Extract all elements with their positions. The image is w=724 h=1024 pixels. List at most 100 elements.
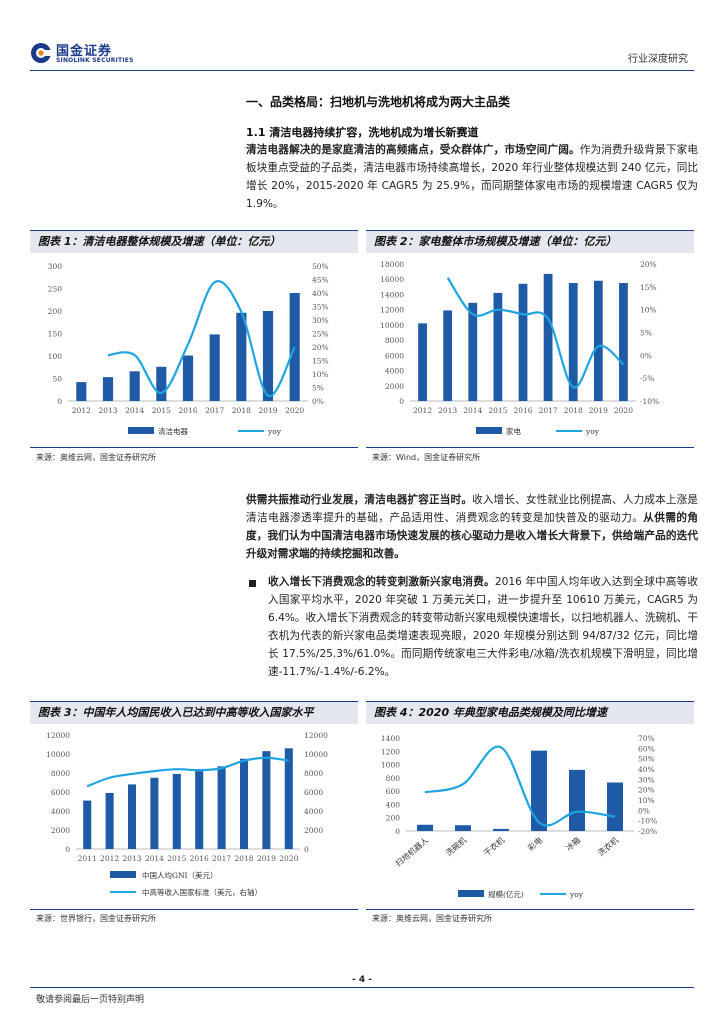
fig2-title: 图表 2：家电整体市场规模及增速（单位：亿元）	[366, 231, 694, 253]
y2-tick-label: 4000	[304, 807, 323, 816]
fig2-bottom-line	[366, 447, 694, 448]
bar	[493, 292, 503, 401]
x-tick-label: 2019	[257, 854, 276, 863]
y-tick-label: 16000	[380, 275, 404, 284]
legend-bar-swatch	[476, 427, 502, 434]
bar	[443, 310, 453, 401]
y2-tick-label: 5%	[640, 329, 652, 338]
y-tick-label: 12000	[380, 306, 404, 315]
series-line	[424, 745, 616, 827]
bar	[217, 766, 226, 849]
y2-tick-label: 30%	[638, 775, 655, 784]
x-tick-label: 2014	[125, 406, 144, 415]
bar	[543, 273, 553, 401]
bar	[182, 355, 194, 401]
y-tick-label: 1200	[381, 747, 400, 756]
report-category: 行业深度研究	[628, 54, 688, 65]
x-tick-label: 2018	[234, 854, 253, 863]
footer-disclaimer: 敬请参阅最后一页特别声明	[36, 995, 145, 1005]
x-tick-label: 2013	[438, 406, 457, 415]
y-tick-label: 14000	[380, 290, 404, 299]
bar	[568, 283, 578, 401]
fig1-title: 图表 1：清洁电器整体规模及增速（单位：亿元）	[30, 231, 358, 253]
y-tick-label: 0	[65, 845, 70, 854]
y-tick-label: 100	[48, 352, 63, 361]
y2-tick-label: 0	[304, 845, 309, 854]
x-tick-label: 扫地机器人	[393, 835, 430, 868]
x-tick-label: 2017	[539, 406, 558, 415]
series-line	[446, 277, 625, 389]
x-tick-label: 2011	[78, 854, 97, 863]
y2-tick-label: 70%	[638, 734, 655, 743]
bar	[262, 751, 271, 849]
bar	[455, 825, 471, 831]
legend-bar-label: 规模(亿元)	[488, 889, 524, 899]
y2-tick-label: -20%	[638, 827, 657, 836]
y2-tick-label: 10%	[638, 796, 655, 805]
x-tick-label: 冰箱	[564, 835, 583, 853]
y2-tick-label: 10%	[312, 370, 329, 379]
bar	[619, 283, 628, 401]
bar	[262, 311, 274, 401]
y2-tick-label: 50%	[638, 755, 655, 764]
y-tick-label: 600	[386, 787, 401, 796]
y-tick-label: 150	[48, 330, 63, 339]
x-tick-label: 2017	[212, 854, 231, 863]
series-line	[107, 280, 296, 397]
company-logo-icon	[31, 43, 51, 63]
bar	[417, 824, 433, 831]
income-bullet-bold: 收入增长下消费观念的转变刺激新兴家电消费。	[268, 576, 495, 588]
y2-tick-label: -5%	[640, 374, 654, 383]
fig3-chart: 0 2000 4000 6000 8000 10000 12000 0 2000 4000 6000…	[46, 731, 328, 897]
x-tick-label: 2020	[279, 854, 298, 863]
fig3-top-line	[30, 701, 358, 702]
fig2-source: 来源：Wind，国金证券研究所	[372, 453, 481, 462]
bar	[209, 334, 220, 401]
x-tick-label: 2018	[232, 406, 251, 415]
fig1-top-line	[30, 230, 358, 231]
drivers-bold-2: 从供需的角度，我们认为中国清洁电器市场快速发展的核心驱动力是收入增长大背景下，供…	[246, 512, 698, 560]
y-tick-label: 18000	[380, 260, 404, 269]
bar	[607, 782, 623, 831]
bullet-square-icon	[249, 580, 256, 587]
bar	[83, 800, 92, 849]
x-tick-label: 2018	[564, 406, 583, 415]
fig4-source: 来源：奥维云网，国金证券研究所	[372, 914, 492, 923]
y-tick-label: 2000	[385, 382, 404, 391]
page-number: - 4 -	[352, 975, 372, 985]
y2-tick-label: 6000	[304, 788, 323, 797]
fig4-title: 图表 4：2020 年典型家电品类规模及同比增速	[366, 702, 694, 724]
bar	[468, 302, 478, 401]
y2-tick-label: 12000	[304, 731, 328, 740]
bar	[284, 748, 293, 849]
legend-line-label: yoy	[267, 427, 282, 436]
y2-tick-label: 15%	[312, 357, 329, 366]
header-divider	[30, 70, 694, 71]
y2-tick-label: 0%	[312, 397, 324, 406]
x-tick-label: 2012	[413, 406, 432, 415]
y-tick-label: 250	[48, 285, 63, 294]
y2-tick-label: -10%	[638, 817, 657, 826]
income-bullet: 收入增长下消费观念的转变刺激新兴家电消费。2016 年中国人均年收入达到全球中高…	[268, 573, 698, 681]
y-tick-label: 8000	[385, 336, 404, 345]
bar	[76, 382, 87, 401]
intro-paragraph-bold: 清洁电器解决的是家庭清洁的高频痛点，受众群体广，市场空间广阔。	[246, 144, 580, 156]
legend-bar-label: 家电	[506, 426, 521, 436]
bar	[195, 771, 204, 849]
bar	[418, 323, 427, 401]
intro-paragraph: 清洁电器解决的是家庭清洁的高频痛点，受众群体广，市场空间广阔。作为消费升级背景下…	[246, 141, 698, 213]
y-tick-label: 0	[395, 827, 400, 836]
y-tick-label: 12000	[46, 731, 70, 740]
y-tick-label: 4000	[51, 807, 70, 816]
legend-bar-label: 中国人均GNI（美元）	[142, 870, 218, 880]
y-tick-label: 10000	[380, 321, 404, 330]
y2-tick-label: 20%	[640, 260, 657, 269]
y2-tick-label: 2000	[304, 826, 323, 835]
x-tick-label: 洗衣机	[595, 835, 620, 858]
drivers-paragraph: 供需共振推动行业发展，清洁电器扩容正当时。收入增长、女性就业比例提高、人力成本上…	[246, 491, 698, 563]
y2-tick-label: 20%	[312, 343, 329, 352]
y-tick-label: 6000	[385, 351, 404, 360]
x-tick-label: 彩电	[526, 835, 545, 853]
bar	[518, 283, 528, 401]
x-tick-label: 2014	[463, 406, 482, 415]
